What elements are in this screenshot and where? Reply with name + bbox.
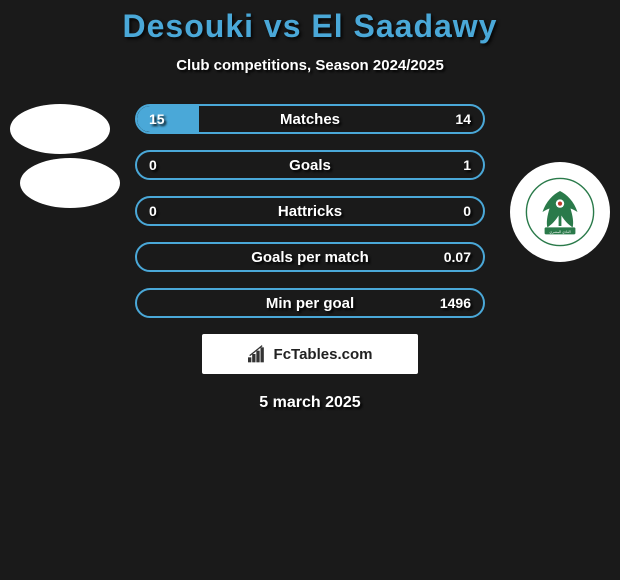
stat-row: 0 Goals 1 (135, 150, 485, 180)
team-left-badge-1 (10, 104, 110, 154)
stat-row: Min per goal 1496 (135, 288, 485, 318)
team-left-badge-2 (20, 158, 120, 208)
stat-value-left: 0 (149, 157, 157, 173)
stat-value-right: 1496 (440, 295, 471, 311)
stat-label: Matches (280, 111, 340, 128)
eagle-icon: النادي المصري (525, 177, 595, 247)
chart-icon (248, 345, 268, 363)
stat-value-right: 0 (463, 203, 471, 219)
stat-area: النادي المصري 15 Matches 14 0 Goals 1 0 Hattric… (0, 104, 620, 318)
stat-value-right: 14 (455, 111, 471, 127)
stat-value-right: 1 (463, 157, 471, 173)
stat-value-left: 0 (149, 203, 157, 219)
stat-label: Goals per match (251, 249, 369, 266)
stat-row: Goals per match 0.07 (135, 242, 485, 272)
brand-badge[interactable]: FcTables.com (202, 334, 418, 374)
stat-label: Goals (289, 157, 331, 174)
subtitle: Club competitions, Season 2024/2025 (0, 57, 620, 74)
stat-label: Min per goal (266, 295, 354, 312)
stat-value-right: 0.07 (444, 249, 471, 265)
brand-text: FcTables.com (274, 346, 373, 363)
stat-fill-left (137, 106, 199, 132)
infographic-container: Desouki vs El Saadawy Club competitions,… (0, 0, 620, 580)
date-label: 5 march 2025 (0, 394, 620, 412)
stat-row: 0 Hattricks 0 (135, 196, 485, 226)
svg-text:النادي المصري: النادي المصري (549, 229, 570, 234)
stat-row: 15 Matches 14 (135, 104, 485, 134)
stat-value-left: 15 (149, 111, 165, 127)
team-right-badge: النادي المصري (510, 162, 610, 262)
stat-label: Hattricks (278, 203, 342, 220)
stats-list: 15 Matches 14 0 Goals 1 0 Hattricks 0 Goals per m… (135, 104, 485, 318)
page-title: Desouki vs El Saadawy (0, 8, 620, 45)
